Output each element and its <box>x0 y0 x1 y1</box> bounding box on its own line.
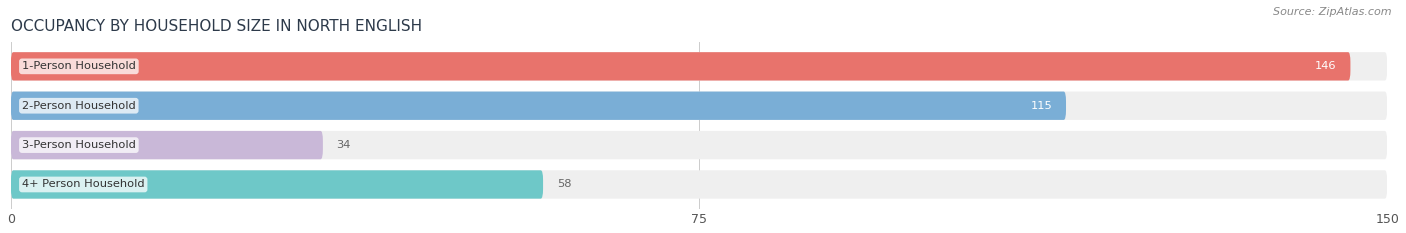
Text: 146: 146 <box>1315 61 1337 71</box>
FancyBboxPatch shape <box>11 170 1388 199</box>
FancyBboxPatch shape <box>11 131 1388 159</box>
Text: 3-Person Household: 3-Person Household <box>22 140 136 150</box>
Text: 1-Person Household: 1-Person Household <box>22 61 136 71</box>
Text: 115: 115 <box>1031 101 1052 111</box>
FancyBboxPatch shape <box>11 52 1388 81</box>
Text: 34: 34 <box>336 140 352 150</box>
Text: 58: 58 <box>557 179 571 189</box>
Text: Source: ZipAtlas.com: Source: ZipAtlas.com <box>1274 7 1392 17</box>
Text: 4+ Person Household: 4+ Person Household <box>22 179 145 189</box>
Text: OCCUPANCY BY HOUSEHOLD SIZE IN NORTH ENGLISH: OCCUPANCY BY HOUSEHOLD SIZE IN NORTH ENG… <box>11 19 422 34</box>
FancyBboxPatch shape <box>11 170 543 199</box>
FancyBboxPatch shape <box>11 92 1388 120</box>
FancyBboxPatch shape <box>11 92 1066 120</box>
FancyBboxPatch shape <box>11 52 1350 81</box>
FancyBboxPatch shape <box>11 131 323 159</box>
Text: 2-Person Household: 2-Person Household <box>22 101 136 111</box>
